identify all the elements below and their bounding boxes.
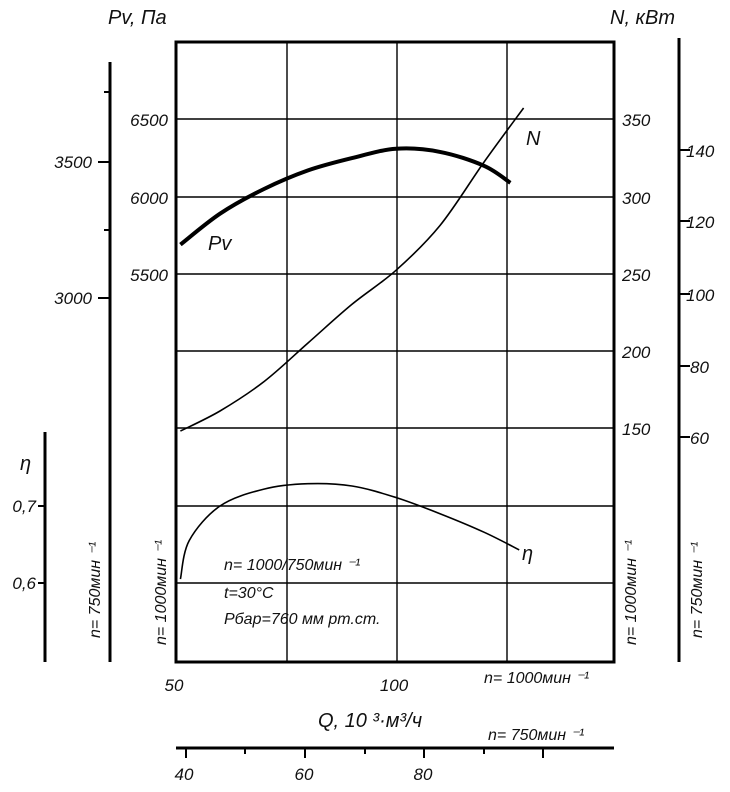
n-curve	[180, 107, 525, 432]
n-750-tick-label: 60	[690, 429, 709, 448]
pv-750-tick-label: 3500	[54, 153, 92, 172]
grid	[176, 42, 614, 662]
q-1000-tick-label: 50	[165, 676, 184, 695]
series-label-n: N	[526, 128, 541, 150]
n-750-tick-label: 140	[686, 142, 715, 161]
axis-pv-750	[98, 62, 112, 662]
q-750-tick-label: 80	[414, 765, 433, 784]
plot-frame	[174, 40, 616, 664]
rpm-label-left-750: n= 750мин ⁻¹	[87, 542, 104, 638]
series-label-eta: η	[522, 543, 533, 565]
n-750-tick-label: 100	[686, 286, 715, 305]
pv-1000-tick-label: 5500	[130, 266, 168, 285]
q-1000-rpm-label: n= 1000мин ⁻¹	[484, 670, 589, 687]
series-label-pv: Pv	[208, 233, 232, 255]
q-750-tick-label: 40	[175, 765, 194, 784]
n-axis-title: N, кВт	[610, 7, 675, 29]
n-1000-tick-label: 350	[622, 111, 651, 130]
annotation-temp: t=30°C	[224, 585, 274, 602]
n-1000-tick-label: 150	[622, 420, 651, 439]
pv-1000-tick-label: 6500	[130, 111, 168, 130]
pv-axis-title: Pv, Па	[108, 7, 167, 29]
eta-tick-label: 0,6	[12, 574, 36, 593]
n-750-tick-label: 120	[686, 213, 715, 232]
pv-750-tick-label: 3000	[54, 289, 92, 308]
n-1000-tick-label: 250	[621, 266, 651, 285]
annotation-pressure: Pбар=760 мм рт.ст.	[224, 611, 380, 628]
q-1000-tick-label: 100	[380, 676, 409, 695]
pv-1000-tick-label: 6000	[130, 189, 168, 208]
axis-q-750	[176, 746, 614, 758]
eta-axis-label: η	[20, 453, 31, 475]
q-750-tick-label: 60	[295, 765, 314, 784]
n-1000-tick-label: 300	[622, 189, 651, 208]
eta-curve	[179, 482, 520, 580]
n-750-tick-label: 80	[690, 358, 709, 377]
pv-curve	[179, 146, 512, 247]
q-750-rpm-label: n= 750мин ⁻¹	[488, 727, 584, 744]
n-1000-tick-label: 200	[621, 343, 651, 362]
rpm-label-left-1000: n= 1000мин ⁻¹	[153, 540, 170, 645]
axis-eta	[38, 432, 47, 662]
q-axis-title: Q, 10 ³·м³/ч	[318, 710, 422, 732]
eta-tick-label: 0,7	[12, 497, 36, 516]
annotation-rpm: n= 1000/750мин ⁻¹	[224, 557, 360, 574]
axis-n-750	[677, 38, 690, 662]
rpm-label-right-750: n= 750мин ⁻¹	[689, 542, 706, 638]
rpm-label-right-1000: n= 1000мин ⁻¹	[623, 540, 640, 645]
